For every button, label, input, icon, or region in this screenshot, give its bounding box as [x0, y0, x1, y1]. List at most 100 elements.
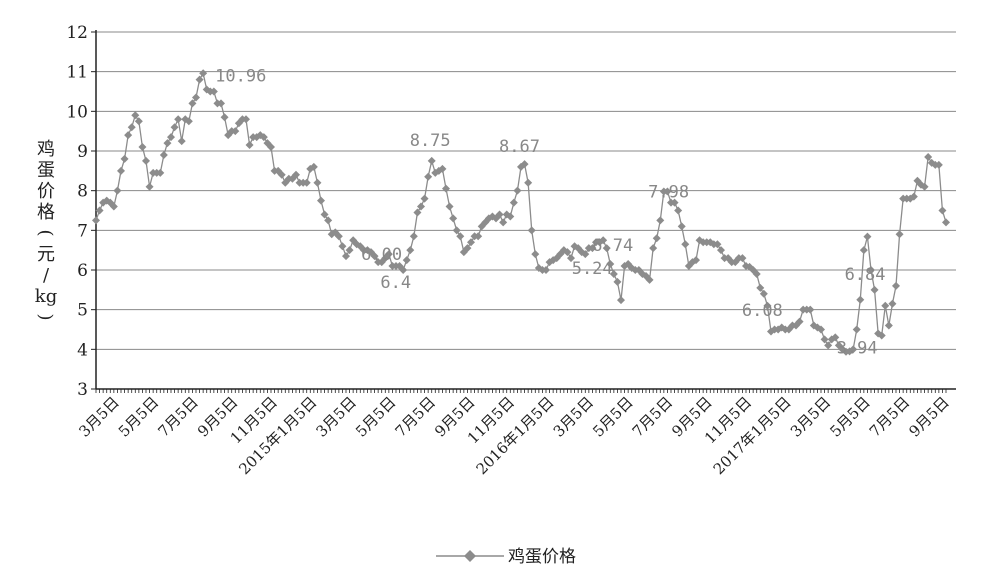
y-tick-label: 5: [77, 301, 88, 321]
data-point: [231, 127, 240, 136]
data-point: [677, 222, 686, 231]
data-point: [406, 246, 415, 255]
data-point: [888, 299, 897, 308]
data-point: [159, 150, 168, 159]
y-label-char: 蛋: [37, 160, 55, 181]
data-point: [95, 206, 104, 215]
legend-marker: [464, 550, 476, 562]
data-point: [463, 244, 472, 253]
data-point: [324, 216, 333, 225]
data-point: [127, 123, 136, 132]
data-point: [495, 210, 504, 219]
data-point: [399, 266, 408, 274]
data-point: [520, 160, 529, 169]
data-point: [849, 345, 858, 354]
annotation-label: 6.4: [380, 273, 411, 293]
data-point: [499, 218, 508, 227]
data-point: [313, 178, 322, 187]
data-point: [509, 198, 518, 207]
y-tick-label: 12: [66, 23, 88, 43]
data-point: [863, 232, 872, 241]
data-point: [527, 226, 536, 235]
data-point: [663, 187, 672, 196]
data-point: [820, 335, 829, 344]
data-point: [567, 254, 575, 263]
data-point: [117, 166, 125, 175]
data-point: [302, 178, 311, 187]
y-tick-label: 10: [66, 102, 88, 122]
data-point: [581, 250, 590, 259]
data-point: [342, 252, 350, 261]
series-egg-price: [92, 69, 950, 356]
data-point: [177, 137, 186, 146]
data-point: [824, 341, 833, 350]
y-label-char: 元: [37, 244, 55, 265]
data-point: [852, 325, 861, 334]
data-point: [713, 240, 722, 249]
data-point: [656, 216, 665, 225]
data-point: [752, 269, 761, 278]
data-point: [420, 194, 429, 203]
data-point: [681, 240, 690, 249]
y-tick-label: 6: [77, 261, 88, 281]
y-label-char: 鸡: [37, 139, 55, 160]
y-tick-label: 4: [77, 340, 88, 360]
y-tick-labels: 3 4 5 6 7 8 9 10 11 12: [66, 23, 88, 400]
data-point: [424, 172, 433, 181]
data-point: [506, 212, 515, 221]
data-point: [738, 254, 747, 263]
data-point: [938, 206, 947, 215]
data-point: [588, 244, 597, 253]
data-point: [209, 87, 218, 96]
data-point: [617, 296, 625, 305]
data-point: [602, 244, 611, 253]
x-tick-labels: 3月5日5月5日7月5日9月5日11月5日2015年1月5日3月5日5月5日7月…: [75, 393, 952, 478]
annotation-label: 8.75: [410, 131, 451, 151]
data-point: [942, 218, 950, 227]
x-tick-label: 5月5日: [826, 393, 873, 440]
data-point: [934, 160, 943, 169]
data-point: [867, 266, 875, 274]
data-point: [467, 238, 475, 247]
data-point: [609, 269, 618, 278]
y-label-char: kg: [35, 286, 57, 307]
data-point: [145, 182, 154, 191]
data-point: [652, 234, 661, 243]
data-point: [524, 178, 533, 187]
data-point: [717, 246, 725, 255]
data-point: [317, 196, 325, 205]
x-tick-label: 5月5日: [115, 393, 162, 440]
y-label-char: ): [35, 313, 56, 320]
data-point: [413, 208, 422, 217]
y-label-char: 格: [37, 202, 55, 223]
y-tick-label: 7: [77, 221, 88, 241]
data-point: [645, 275, 654, 284]
data-point: [292, 170, 300, 179]
annotation-label: 6.08: [742, 301, 783, 321]
data-point: [167, 133, 175, 142]
x-tick-label: 7月5日: [154, 393, 201, 440]
data-point: [409, 232, 418, 241]
data-point: [142, 156, 150, 165]
data-point: [402, 256, 411, 265]
data-point: [881, 301, 890, 310]
data-point: [199, 69, 208, 78]
data-point: [613, 277, 622, 286]
annotation-label: 6.00: [361, 245, 402, 265]
data-point: [138, 143, 147, 152]
data-point: [870, 285, 879, 294]
data-point: [795, 317, 804, 326]
x-tick-label: 9月5日: [905, 393, 952, 440]
data-point: [606, 260, 615, 269]
data-point: [817, 325, 825, 334]
x-tick-label: 7月5日: [629, 393, 676, 440]
y-tick-label: 3: [77, 380, 88, 400]
x-tick-label: 3月5日: [75, 393, 122, 440]
data-point: [859, 246, 868, 255]
data-point: [909, 192, 918, 201]
axes: [91, 30, 956, 393]
data-point: [345, 246, 354, 255]
annotation-label: 7.98: [648, 183, 689, 203]
annotation-label: 3.94: [837, 339, 878, 359]
